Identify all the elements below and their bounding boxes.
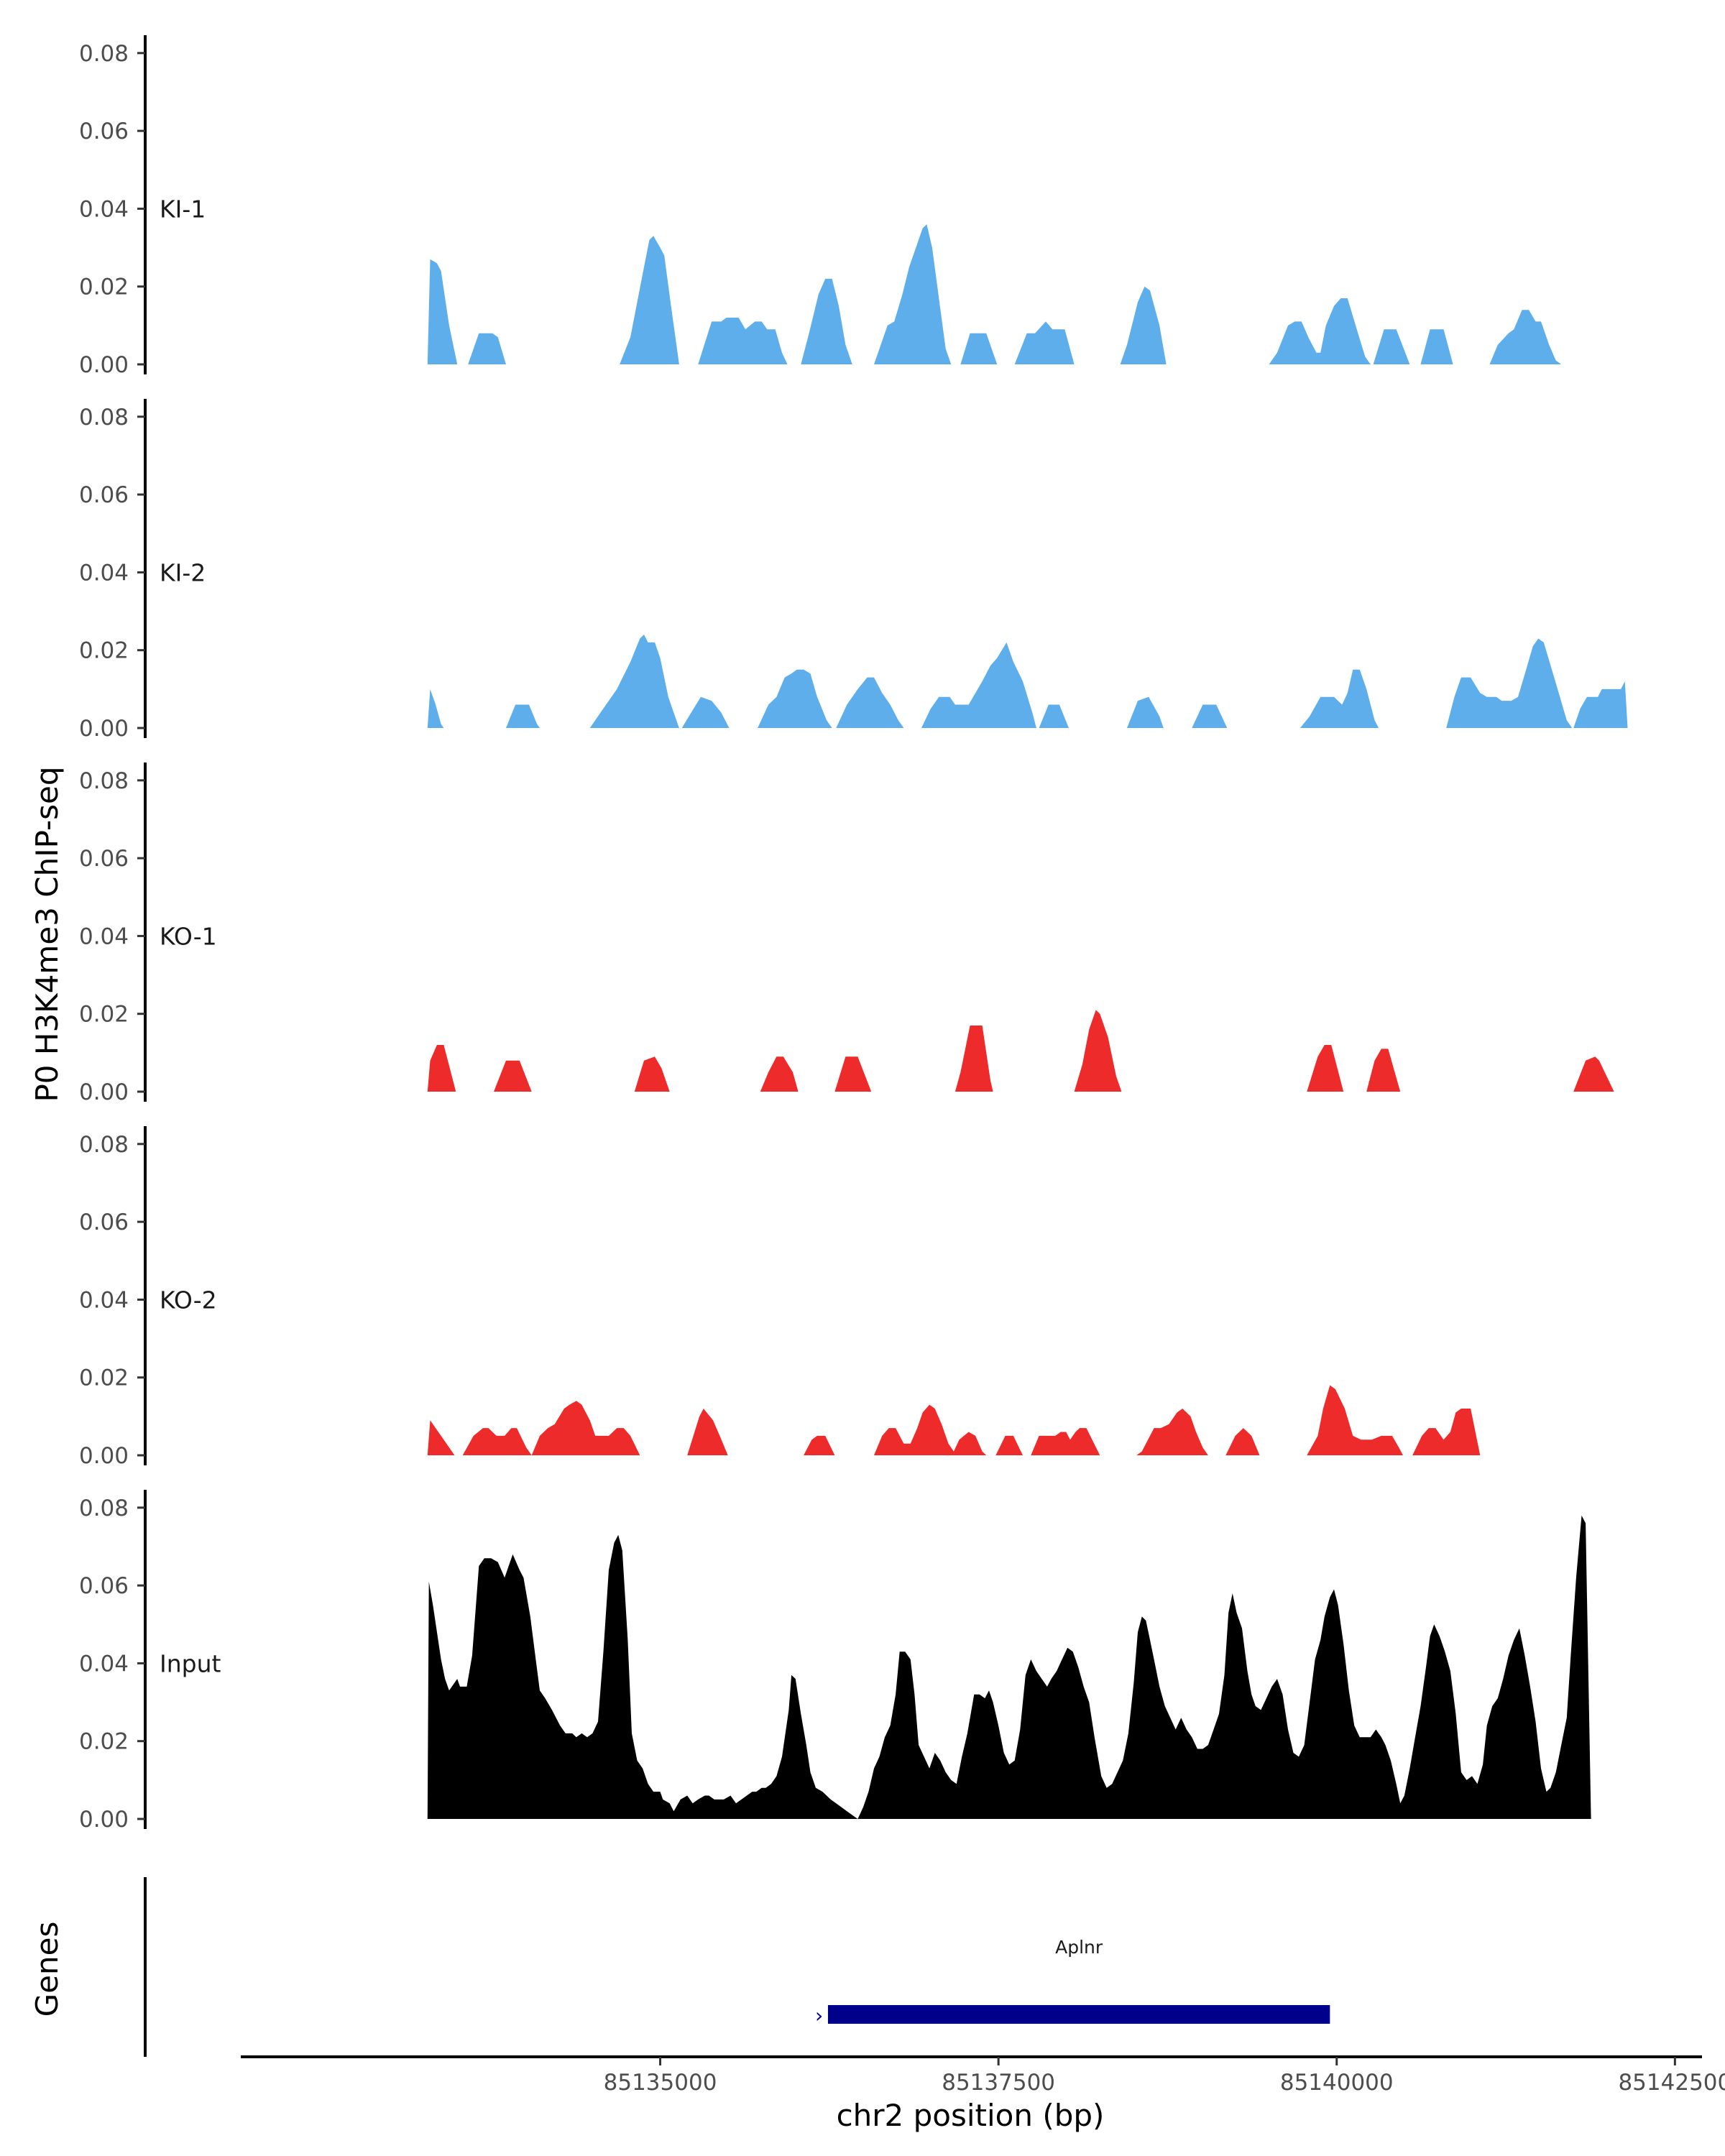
x-tick-label: 85135000: [604, 2070, 717, 2096]
y-tick-label-ko-1: 0.02: [79, 1002, 129, 1028]
y-tick-label-input: 0.06: [79, 1573, 129, 1599]
track-label-ko-1: KO-1: [160, 922, 217, 950]
y-tick-label-input: 0.08: [79, 1496, 129, 1521]
y-tick-label-ki-2: 0.02: [79, 638, 129, 664]
genes-axis-title: Genes: [29, 1922, 65, 2017]
x-tick-label: 85142500: [1618, 2070, 1725, 2096]
y-tick-label-ki-1: 0.02: [79, 275, 129, 300]
x-axis-title: chr2 position (bp): [837, 2098, 1105, 2133]
y-tick-label-ki-2: 0.06: [79, 482, 129, 508]
gene-start-marker: ›: [815, 2004, 823, 2027]
x-tick-label: 85137500: [942, 2070, 1055, 2096]
signal-area-input: [427, 1515, 1591, 1819]
track-label-ki-1: KI-1: [160, 195, 206, 223]
y-tick-label-ko-2: 0.00: [79, 1443, 129, 1469]
signal-area-ko-2: [427, 1385, 1481, 1455]
x-tick-label: 85140000: [1280, 2070, 1394, 2096]
y-tick-label-ki-2: 0.04: [79, 560, 129, 586]
track-label-ki-2: KI-2: [160, 558, 206, 586]
y-tick-label-ko-2: 0.02: [79, 1365, 129, 1391]
y-tick-label-ki-1: 0.00: [79, 352, 129, 378]
track-ki-2: 0.00 0.02 0.04 0.06 0.08 KI-2: [79, 399, 1628, 742]
gene-label: Aplnr: [1055, 1937, 1103, 1958]
track-ki-1: 0.00 0.02 0.04 0.06 0.08 KI-1: [79, 35, 1562, 378]
y-tick-label-ko-1: 0.06: [79, 846, 129, 872]
y-axis-title: P0 H3K4me3 ChIP-seq: [29, 766, 65, 1102]
y-tick-label-ko-2: 0.04: [79, 1287, 129, 1313]
y-tick-label-ki-1: 0.04: [79, 196, 129, 222]
y-tick-label-ko-2: 0.06: [79, 1210, 129, 1235]
track-ko-1: 0.00 0.02 0.04 0.06 0.08 KO-1: [79, 763, 1614, 1105]
gene-panel: Aplnr ›: [144, 1877, 1330, 2057]
y-tick-label-input: 0.00: [79, 1807, 129, 1833]
tracks-layer: 0.00 0.02 0.04 0.06 0.08 KI-1 0.00 0.02 0.04 0.06…: [79, 35, 1628, 1833]
signal-area-ki-2: [427, 635, 1628, 728]
signal-area-ki-1: [427, 224, 1562, 364]
y-tick-label-ko-1: 0.00: [79, 1079, 129, 1105]
signal-area-ko-1: [427, 1010, 1614, 1092]
x-axis: 85135000 85137500 85140000 85142500: [241, 2055, 1725, 2096]
y-tick-label-ki-2: 0.08: [79, 405, 129, 430]
track-label-input: Input: [160, 1649, 221, 1677]
y-tick-label-ki-1: 0.06: [79, 119, 129, 144]
y-tick-label-ko-2: 0.08: [79, 1132, 129, 1158]
y-tick-label-input: 0.04: [79, 1651, 129, 1677]
y-tick-label-input: 0.02: [79, 1729, 129, 1755]
y-tick-label-ki-2: 0.00: [79, 716, 129, 742]
gene-body: [827, 2005, 1330, 2024]
y-tick-label-ko-1: 0.08: [79, 768, 129, 794]
y-tick-label-ko-1: 0.04: [79, 923, 129, 949]
track-ko-2: 0.00 0.02 0.04 0.06 0.08 KO-2: [79, 1126, 1481, 1469]
track-input: 0.00 0.02 0.04 0.06 0.08 Input: [79, 1490, 1591, 1833]
track-label-ko-2: KO-2: [160, 1286, 217, 1314]
y-tick-label-ki-1: 0.08: [79, 41, 129, 67]
